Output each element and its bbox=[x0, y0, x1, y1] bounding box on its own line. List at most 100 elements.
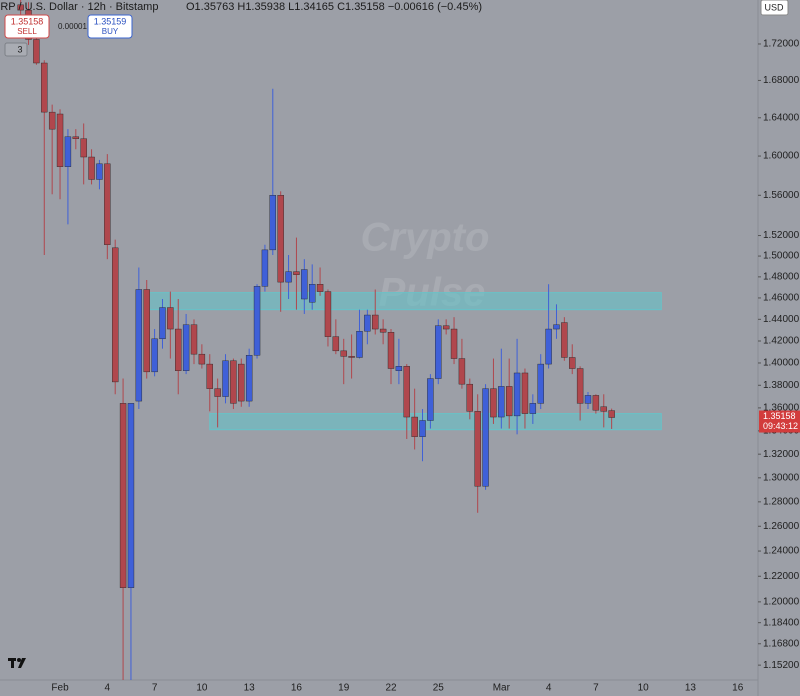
y-tick-label: 1.36000 bbox=[763, 403, 800, 414]
candle-body bbox=[88, 156, 95, 180]
y-tick-label: 1.40000 bbox=[763, 358, 800, 369]
y-tick-label: 1.24000 bbox=[763, 546, 800, 557]
y-tick-label: 1.38000 bbox=[763, 380, 800, 391]
candle-body bbox=[592, 395, 600, 411]
candle-body bbox=[127, 403, 135, 588]
candle-body bbox=[521, 372, 529, 414]
indicator-count: 3 bbox=[17, 44, 22, 54]
ohlc-readout: O1.35763 H1.35938 L1.34165 C1.35158 −0.0… bbox=[186, 1, 482, 13]
candle-body bbox=[324, 291, 332, 337]
x-tick-label: Mar bbox=[493, 683, 511, 694]
support-resistance-zone bbox=[209, 413, 662, 431]
x-tick-label: 4 bbox=[546, 683, 552, 694]
y-tick-label: 1.42000 bbox=[763, 336, 800, 347]
candle-body bbox=[277, 195, 284, 283]
price-label-box bbox=[759, 410, 800, 433]
x-tick-label: 22 bbox=[385, 683, 397, 694]
candle-body bbox=[387, 332, 395, 369]
currency-button[interactable] bbox=[760, 0, 789, 16]
y-tick-label: 1.72000 bbox=[763, 39, 800, 50]
candle-body bbox=[490, 388, 497, 418]
y-tick-label: 1.60000 bbox=[763, 151, 800, 162]
y-tick-label: 1.16800 bbox=[763, 638, 800, 649]
x-tick-label: 7 bbox=[152, 683, 158, 694]
support-resistance-zone bbox=[148, 292, 662, 311]
y-tick-label: 1.68000 bbox=[763, 75, 800, 86]
x-tick-label: 16 bbox=[732, 683, 744, 694]
candle-body bbox=[498, 386, 505, 418]
candle-body bbox=[245, 355, 253, 402]
candle-body bbox=[135, 289, 143, 402]
sell-label: SELL bbox=[17, 27, 37, 36]
indicator-toggle[interactable] bbox=[4, 42, 28, 57]
x-tick-label: 10 bbox=[638, 683, 650, 694]
candle-body bbox=[159, 307, 166, 340]
countdown: 09:43:12 bbox=[763, 421, 798, 431]
candle-body bbox=[222, 360, 229, 397]
candle-body bbox=[458, 358, 466, 385]
candle-body bbox=[513, 372, 521, 417]
sell-price: 1.35158 bbox=[11, 16, 44, 26]
candle-body bbox=[529, 403, 537, 414]
x-tick-label: 7 bbox=[593, 683, 599, 694]
y-tick-label: 1.64000 bbox=[763, 112, 800, 123]
candle-body bbox=[435, 325, 442, 379]
candle-body bbox=[608, 410, 615, 418]
candle-body bbox=[190, 324, 198, 355]
candle-body bbox=[569, 357, 576, 369]
x-tick-label: 4 bbox=[105, 683, 111, 694]
candle-body bbox=[332, 336, 340, 352]
candle-body bbox=[198, 353, 206, 365]
candle-body bbox=[427, 378, 434, 421]
y-tick-label: 1.56000 bbox=[763, 190, 800, 201]
logo bbox=[8, 658, 26, 668]
candle-body bbox=[419, 420, 426, 437]
plot bbox=[17, 0, 662, 680]
candle-body bbox=[340, 350, 347, 357]
buy-button[interactable] bbox=[87, 14, 133, 39]
symbol: XRP / U.S. Dollar · 12h · Bitstamp bbox=[0, 1, 158, 13]
candle-body bbox=[553, 324, 560, 330]
y-tick-label: 1.44000 bbox=[763, 314, 800, 325]
y-tick-label: 1.32000 bbox=[763, 449, 800, 460]
candle-body bbox=[411, 416, 418, 437]
candle-body bbox=[364, 314, 371, 332]
buy-price: 1.35159 bbox=[94, 16, 127, 26]
buy-label: BUY bbox=[102, 27, 119, 36]
x-tick-label: 13 bbox=[685, 683, 697, 694]
candle-body bbox=[230, 360, 237, 404]
candle-body bbox=[33, 39, 40, 64]
sell-button[interactable] bbox=[4, 14, 50, 39]
candle-body bbox=[111, 247, 119, 383]
x-tick-label: 16 bbox=[291, 683, 303, 694]
last-price: 1.35158 bbox=[763, 411, 796, 421]
candle-body bbox=[143, 289, 150, 373]
x-tick-label: 25 bbox=[433, 683, 445, 694]
candle-body bbox=[537, 363, 544, 404]
candle-body bbox=[167, 307, 174, 330]
y-tick-label: 1.46000 bbox=[763, 293, 800, 304]
candle-body bbox=[545, 328, 552, 365]
candle-body bbox=[17, 4, 24, 11]
candle-body bbox=[253, 286, 261, 356]
y-tick-label: 1.30000 bbox=[763, 472, 800, 483]
candle-body bbox=[41, 62, 48, 113]
candle-body bbox=[261, 249, 269, 287]
x-tick-label: 19 bbox=[338, 683, 350, 694]
candle-body bbox=[442, 325, 450, 330]
candle-body bbox=[238, 363, 245, 402]
candle-body bbox=[285, 271, 292, 283]
candle-body bbox=[372, 314, 379, 330]
candle-body bbox=[151, 338, 158, 373]
candle-body bbox=[269, 195, 276, 251]
candle-body bbox=[474, 411, 481, 487]
candle-body bbox=[56, 113, 64, 167]
candle-body bbox=[450, 328, 458, 359]
candle-body bbox=[214, 388, 221, 397]
candle-body bbox=[576, 368, 584, 404]
candle-body bbox=[119, 403, 127, 588]
y-tick-label: 1.22000 bbox=[763, 571, 800, 582]
candle-body bbox=[379, 328, 387, 333]
